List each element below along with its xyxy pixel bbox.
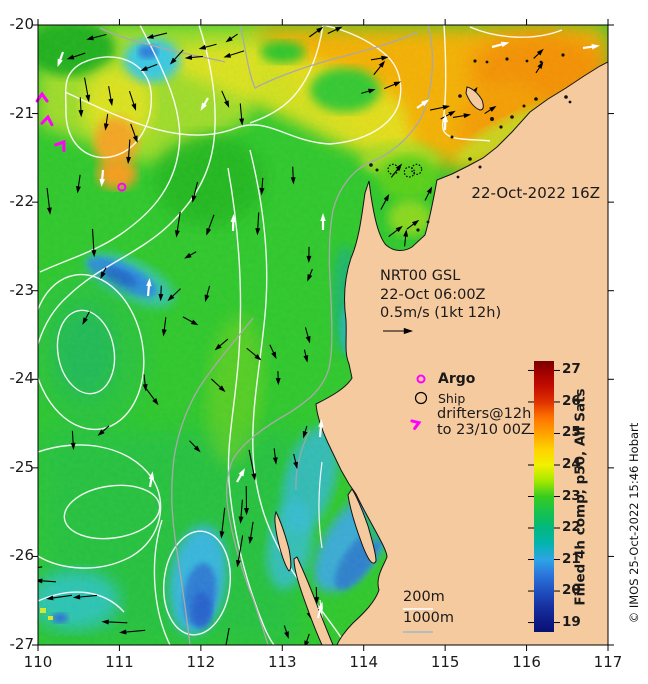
reference-arrow: [383, 327, 414, 335]
x-tick-label: 114: [349, 653, 379, 671]
colorbar-tick-label: 24: [562, 455, 581, 472]
colorbar-tick-label: 21: [562, 550, 581, 567]
y-tick-label: -21: [9, 103, 35, 122]
ship-marker: [411, 163, 423, 175]
y-tick-label: -27: [9, 635, 35, 653]
depth-label-1000m: 1000m: [403, 610, 455, 626]
legend-argo-label: Argo: [438, 371, 476, 387]
islets: [369, 53, 572, 232]
legend-argo-icon: [416, 374, 426, 384]
colorbar-tick-label: 26: [562, 392, 581, 409]
colorbar: [528, 361, 560, 632]
x-tick-label: 112: [186, 653, 216, 671]
y-tick-label: -24: [9, 369, 35, 388]
colorbar-title: Filled 4h comp, p50, All Sats: [572, 388, 589, 606]
bathymetry-contours: [99, 25, 434, 645]
legend-drifter-icon: [410, 419, 422, 430]
x-tick-label: 110: [23, 653, 53, 671]
depth-label-200m: 200m: [403, 589, 445, 605]
current-vectors-black: [38, 26, 544, 645]
x-tick-label: 115: [430, 653, 460, 671]
argo-float-marker: [117, 182, 127, 192]
axis-ticks: [32, 19, 614, 651]
map-frame: [37, 24, 609, 646]
nrt-line-2: 22-Oct 06:00Z: [380, 287, 486, 303]
colorbar-tick-label: 22: [562, 519, 581, 535]
colorbar-tick-label: 19: [562, 613, 581, 630]
legend-ship-icon: [414, 391, 428, 405]
y-tick-label: -25: [9, 457, 35, 476]
ssh-contours: [38, 25, 563, 645]
ship-marker: [403, 166, 415, 178]
y-tick-label: -22: [9, 192, 35, 211]
drifter-marker: [40, 114, 54, 127]
credit-text: © IMOS 25-Oct-2022 15:46 Hobart: [626, 422, 641, 624]
colorbar-tick-label: 23: [562, 487, 581, 504]
depth-sample-lines: [403, 608, 433, 633]
legend-ship-label: Ship: [438, 391, 466, 406]
y-tick-label: -23: [9, 280, 35, 299]
map-date-label: 22-Oct-2022 16Z: [471, 184, 600, 202]
drifter-marker: [35, 91, 49, 103]
colorbar-tick-label: 27: [562, 361, 581, 378]
colorbar-tick-label: 25: [562, 424, 581, 441]
nrt-line-1: NRT00 GSL: [380, 268, 461, 284]
x-tick-label: 116: [512, 653, 541, 671]
x-tick-label: 113: [267, 653, 297, 671]
drifter-marker: [54, 139, 66, 153]
observation-markers: [35, 91, 428, 430]
y-tick-label: -20: [9, 15, 35, 33]
colorbar-tick-label: 20: [562, 582, 581, 599]
x-tick-label: 111: [105, 653, 134, 671]
nrt-line-3: 0.5m/s (1kt 12h): [380, 305, 502, 321]
x-tick-label: 117: [593, 653, 623, 671]
current-vectors-white: [57, 41, 600, 619]
legend-drifters-line1: drifters@12h: [437, 406, 532, 422]
legend-drifters-line2: to 23/10 00Z: [437, 422, 531, 438]
ship-marker: [387, 163, 399, 175]
y-tick-label: -26: [9, 546, 35, 565]
